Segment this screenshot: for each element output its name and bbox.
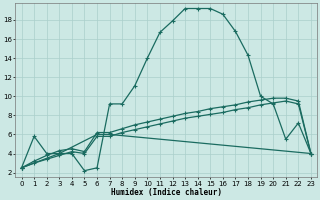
- X-axis label: Humidex (Indice chaleur): Humidex (Indice chaleur): [111, 188, 222, 197]
